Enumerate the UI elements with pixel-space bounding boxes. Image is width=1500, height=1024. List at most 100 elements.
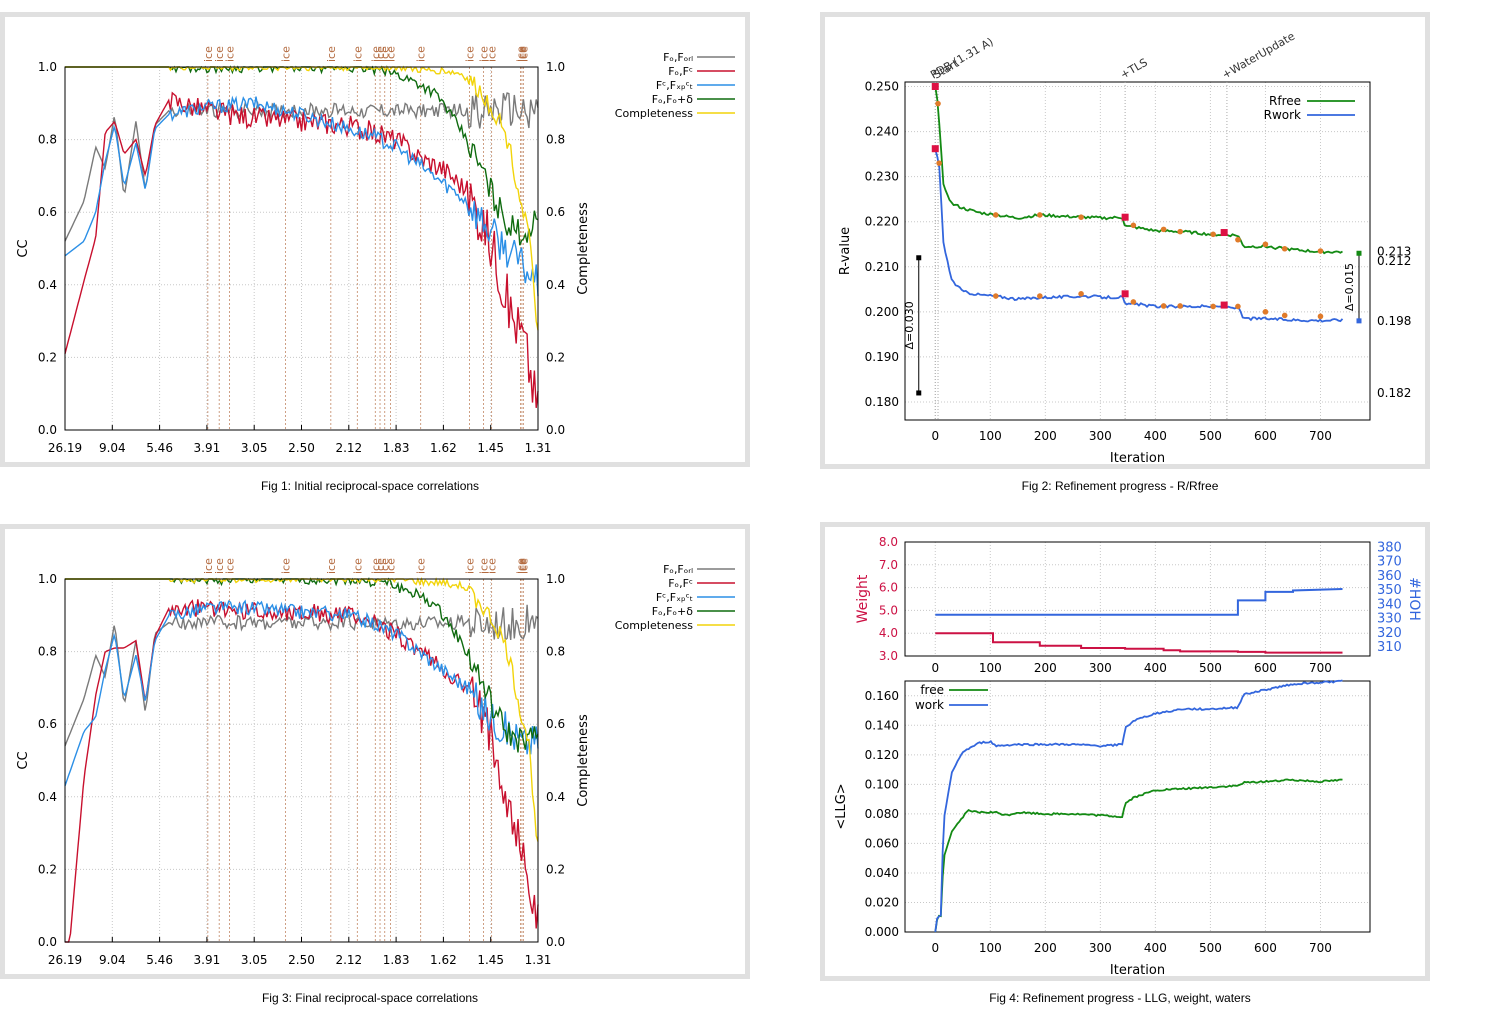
y2-tick-label: 330 <box>1377 612 1402 627</box>
ice-label: ice <box>384 46 397 62</box>
series-line-hoh <box>935 588 1343 616</box>
x-tick-label: 1.62 <box>430 441 457 455</box>
fig2-panel: 0 100 200 300 400 500 600 700 0.180 0.190 0.200 0.2… <box>820 12 1430 469</box>
orange-marker <box>992 293 999 299</box>
orange-marker <box>1078 291 1084 297</box>
x-tick-label: 3.91 <box>194 953 221 967</box>
y-tick-label: 1.0 <box>38 60 57 74</box>
y-tick-label: 0.0 <box>38 935 57 949</box>
plot-frame-bottom <box>904 680 1371 933</box>
fig3-caption: Fig 3: Final reciprocal-space correlatio… <box>261 991 479 1005</box>
orange-marker <box>1130 299 1137 305</box>
ice-label: ice <box>224 46 237 62</box>
orange-marker <box>1160 303 1167 309</box>
fig2-caption: Fig 2: Refinement progress - R/Rfree <box>1021 479 1219 493</box>
orange-marker <box>1235 303 1241 310</box>
x-tick-label: 100 <box>979 941 1002 955</box>
fig1-caption: Fig 1: Initial reciprocal-space correlat… <box>260 479 480 493</box>
red-marker <box>931 145 939 153</box>
x-tick-label: 9.04 <box>99 953 126 967</box>
x-tick-label: 700 <box>1309 661 1332 675</box>
ice-label: ice <box>379 46 392 62</box>
fig3-chart: 26.19 9.04 5.46 3.91 3.05 2.50 2.12 1.83 1.62 1.4… <box>16 558 735 990</box>
ice-label: ice <box>517 558 530 574</box>
x-tick-label: 500 <box>1199 941 1222 955</box>
x-tick-label: 700 <box>1309 429 1332 443</box>
y2-tick-label: 0.6 <box>546 717 565 731</box>
x-tick-label: 500 <box>1199 429 1222 443</box>
orange-marker <box>1235 236 1241 243</box>
y2-tick-label: 0.0 <box>546 423 565 437</box>
right-value-label: 0.182 <box>1377 386 1411 400</box>
ice-label: ice <box>374 558 387 574</box>
y-tick-label: 3.0 <box>879 649 898 663</box>
right-value-label: 0.213 <box>1377 244 1411 258</box>
y-tick-label: 0.020 <box>865 895 899 909</box>
ice-label: ice <box>325 46 338 62</box>
ice-label: ice <box>415 46 428 62</box>
x-tick-label: 400 <box>1144 429 1167 443</box>
delta-right-top <box>1356 250 1362 256</box>
delta-right-bottom <box>1356 318 1362 324</box>
legend-label-Rfree: Rfree <box>1269 94 1301 108</box>
x-tick-label: 1.45 <box>477 953 504 967</box>
ice-label: ice <box>374 46 387 62</box>
ice-label: ice <box>514 558 527 574</box>
ice-label: ice <box>384 558 397 574</box>
legend-label-fo_fo_d: Fₒ,Fₒ+δ <box>652 605 693 618</box>
y2-tick-label: 0.2 <box>546 350 565 364</box>
x-tick-label: 200 <box>1034 429 1057 443</box>
x-axis-label: Iteration <box>1110 451 1165 464</box>
x-tick-label: 100 <box>979 661 1002 675</box>
red-marker <box>931 83 939 91</box>
y2-tick-label: 0.0 <box>546 935 565 949</box>
legend-label-completeness: Completeness <box>615 619 693 632</box>
series-line-fo_fo_d <box>65 65 539 246</box>
x-tick-label: 200 <box>1034 941 1057 955</box>
x-tick-label: 9.04 <box>99 441 126 455</box>
orange-marker <box>936 160 942 166</box>
y-tick-label: 0.230 <box>865 170 899 184</box>
delta-right-label: Δ=0.015 <box>1343 263 1356 311</box>
x-tick-label: 26.19 <box>48 953 82 967</box>
x-tick-label: 300 <box>1089 661 1112 675</box>
x-tick-label: 3.05 <box>241 441 268 455</box>
ice-label: ice <box>379 558 392 574</box>
stage-label: +TLS <box>1118 56 1150 82</box>
x-tick-label: 500 <box>1199 661 1222 675</box>
ice-label: ice <box>486 46 499 62</box>
x-axis-label: Iteration <box>1110 963 1165 976</box>
x-tick-label: 2.12 <box>335 953 362 967</box>
x-tick-label: 2.12 <box>335 441 362 455</box>
y-tick-label: 0.100 <box>865 777 899 791</box>
y-tick-label: 0.180 <box>865 395 899 409</box>
x-tick-label: 3.91 <box>194 441 221 455</box>
orange-marker <box>992 212 999 218</box>
ice-label: ice <box>517 46 530 62</box>
y-tick-label: 0.120 <box>865 748 899 762</box>
ice-label: ice <box>516 558 529 574</box>
orange-marker <box>1262 241 1269 248</box>
series-line-fo_fc <box>65 599 539 943</box>
y2-axis-label-hoh: #HOH <box>1406 577 1422 621</box>
y-tick-label: 0.250 <box>865 80 899 94</box>
x-tick-label: 200 <box>1034 661 1057 675</box>
y-tick-label: 0.200 <box>865 305 899 319</box>
plot-frame <box>64 578 539 943</box>
fig1-chart: 26.19 9.04 5.46 3.91 3.05 2.50 2.12 1.83 1.62 1.4… <box>16 46 735 478</box>
fig4-caption: Fig 4: Refinement progress - LLG, weight… <box>989 991 1251 1005</box>
ice-label: ice <box>279 558 292 574</box>
legend-label-free: free <box>920 683 944 697</box>
fig4-chart: 0 100 200 300 400 500 600 700 3.0 4.0 5.0 6.0 7.0 8.0… <box>834 535 1422 978</box>
fig3-panel: 26.19 9.04 5.46 3.91 3.05 2.50 2.12 1.83 1.62 1.4… <box>0 524 750 990</box>
y-tick-label: 8.0 <box>879 535 898 549</box>
orange-marker <box>1177 303 1183 309</box>
y2-tick-label: 0.4 <box>546 278 565 292</box>
orange-marker <box>1317 248 1324 254</box>
fig2-chart: 0 100 200 300 400 500 600 700 0.180 0.190 0.200 0.2… <box>838 29 1411 466</box>
x-tick-label: 2.50 <box>288 953 315 967</box>
y2-tick-label: 370 <box>1377 555 1402 570</box>
y-tick-label: 0.000 <box>865 925 899 939</box>
y-tick-label: 0.2 <box>38 350 57 364</box>
y-tick-label: 0.0 <box>38 423 57 437</box>
